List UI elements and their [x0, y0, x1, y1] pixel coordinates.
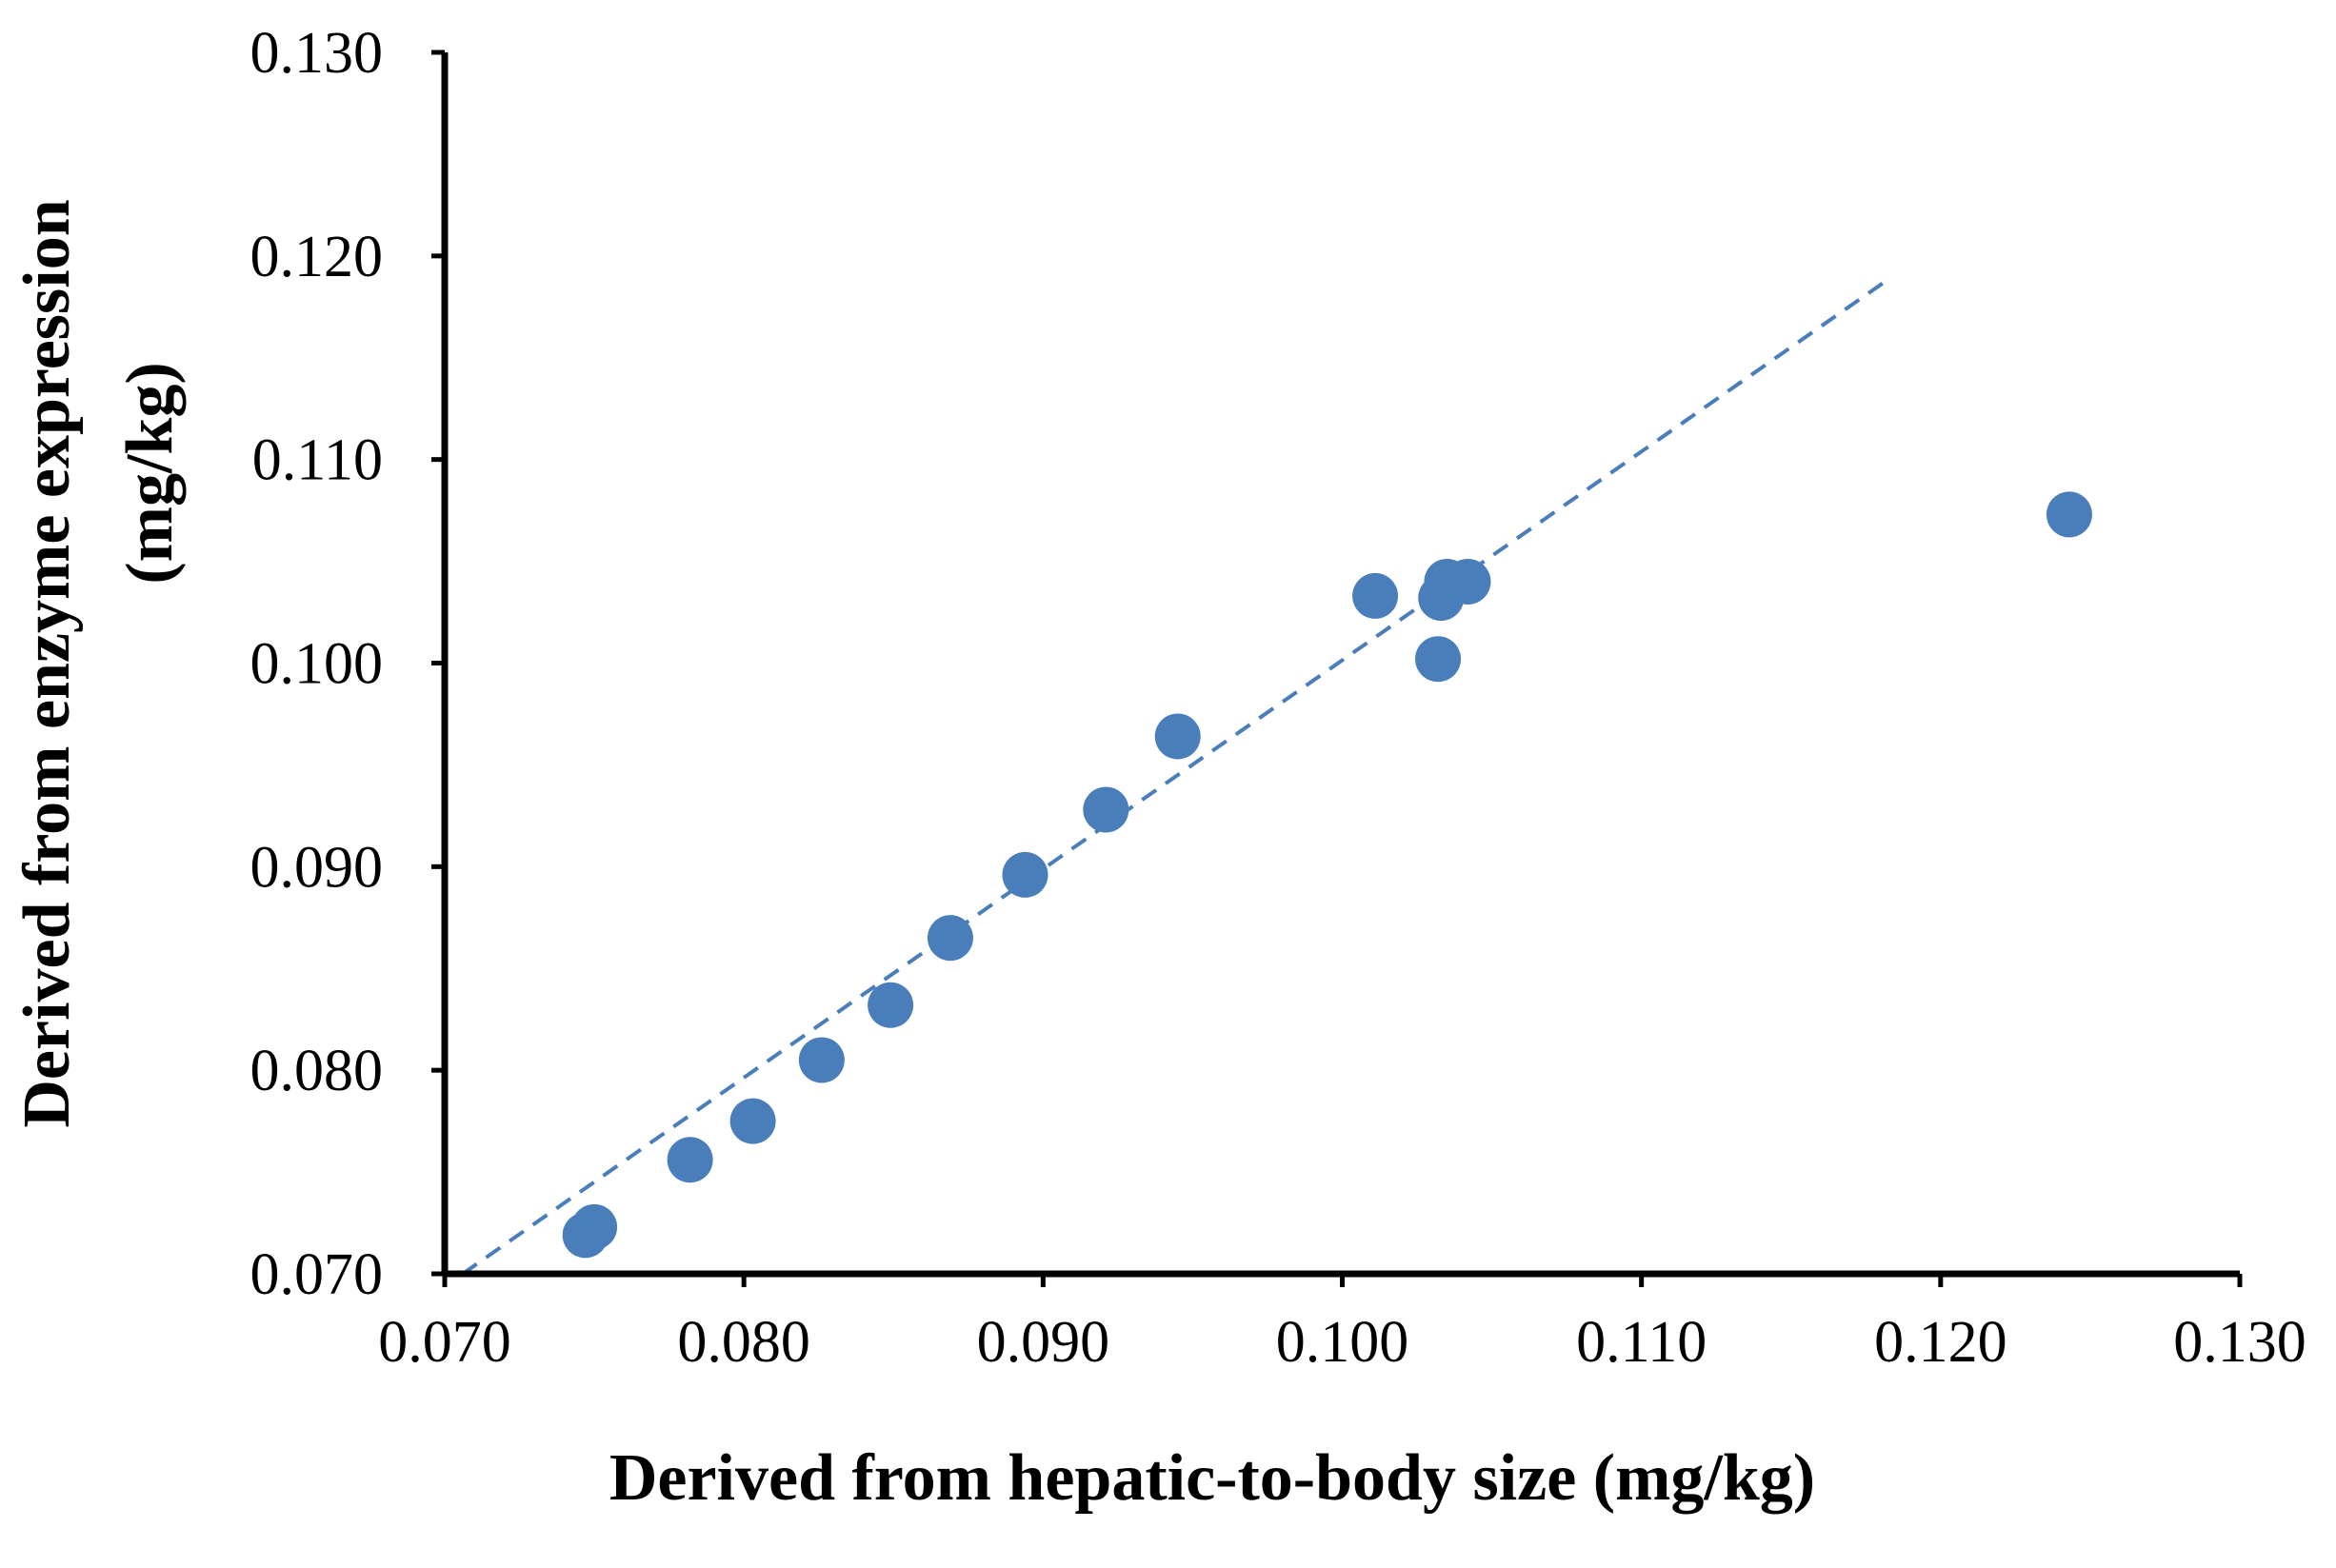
axes	[441, 52, 2240, 1278]
data-point	[1154, 713, 1201, 760]
x-tick-label: 0.100	[1276, 1310, 1409, 1375]
x-axis-title: Derived from hepatic-to-body size (mg/kg…	[609, 1441, 1815, 1515]
plot-area	[461, 276, 2092, 1276]
y-tick-label: 0.110	[252, 428, 383, 493]
x-ticks: 0.070 0.080 0.090 0.100 0.110 0.120 0.130	[378, 1274, 2306, 1375]
data-point	[1415, 636, 1462, 683]
y-axis-title-line-1: Derived from enzyme expression	[10, 199, 84, 1127]
data-point	[1083, 786, 1129, 833]
x-tick-label: 0.090	[977, 1310, 1110, 1375]
x-tick-label: 0.130	[2173, 1310, 2306, 1375]
data-point	[667, 1137, 713, 1183]
data-point	[571, 1203, 618, 1250]
y-tick-label: 0.130	[250, 21, 384, 86]
data-point	[868, 982, 914, 1028]
data-point	[1002, 851, 1048, 898]
y-tick-label: 0.090	[250, 835, 384, 900]
y-tick-label: 0.120	[250, 225, 384, 289]
data-point	[729, 1098, 776, 1144]
data-point	[927, 915, 973, 962]
data-point	[1352, 572, 1399, 619]
x-tick-label: 0.080	[677, 1310, 810, 1375]
data-point	[2046, 491, 2092, 538]
y-axis-title-line-2: (mg/kg)	[113, 362, 187, 584]
trendline	[461, 276, 1891, 1276]
data-point	[798, 1037, 845, 1083]
x-tick-label: 0.120	[1874, 1310, 2007, 1375]
trendline-layer	[461, 276, 1891, 1276]
points-layer	[562, 491, 2092, 1259]
y-ticks: 0.070 0.080 0.090 0.100 0.110 0.120 0.130	[250, 21, 445, 1307]
x-tick-label: 0.070	[378, 1310, 511, 1375]
y-tick-label: 0.100	[250, 632, 384, 697]
y-tick-label: 0.080	[250, 1039, 384, 1103]
data-point	[1445, 558, 1491, 605]
x-tick-label: 0.110	[1576, 1310, 1707, 1375]
y-tick-label: 0.070	[250, 1242, 384, 1307]
